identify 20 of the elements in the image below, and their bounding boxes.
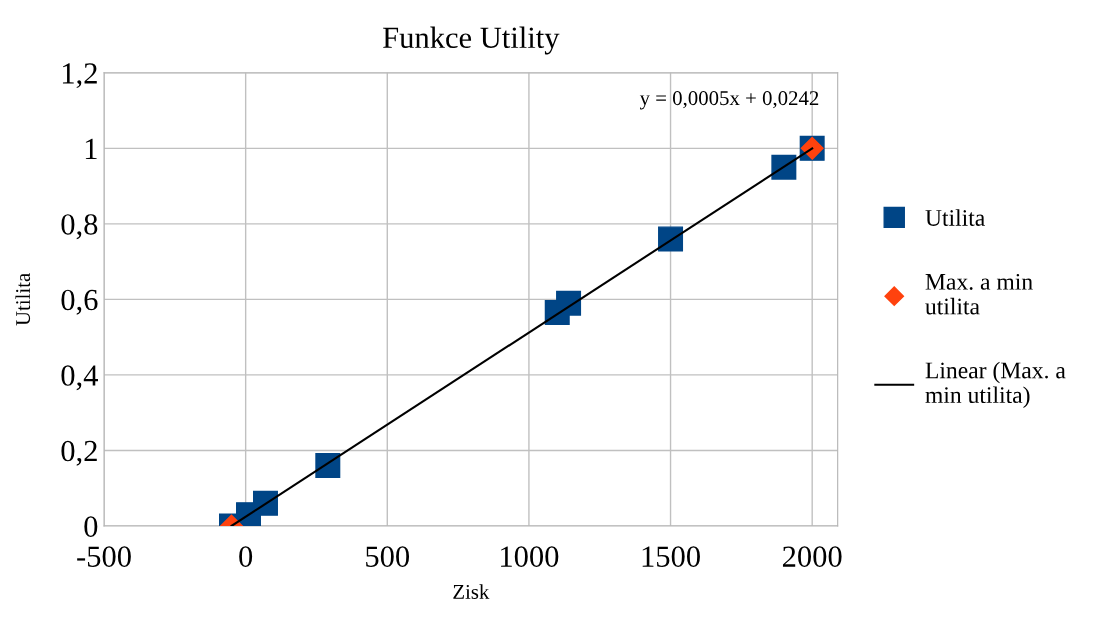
x-tick-label: 0 (239, 546, 253, 567)
y-tick-label: 0,2 (61, 440, 97, 466)
y-axis-title: Utilita (15, 273, 31, 326)
legend-label: Utilita (925, 209, 985, 226)
x-tick-label: 1000 (501, 546, 559, 567)
legend-label: Linear (Max. a min utilita) (925, 361, 1066, 408)
y-tick-label: 0,6 (61, 289, 98, 315)
x-tick-label: 2000 (782, 546, 842, 567)
y-tick-label: 1 (85, 138, 97, 159)
x-tick-label: 500 (366, 546, 410, 567)
y-tick-label: 0,8 (61, 214, 98, 240)
chart-title: Funkce Utility (383, 26, 560, 55)
y-tick-label: 1,2 (62, 63, 97, 89)
x-axis-title: Zisk (453, 584, 490, 599)
y-tick-label: 0,4 (61, 365, 98, 391)
y-tick-label: 0 (84, 516, 98, 537)
x-tick-label: 1500 (642, 546, 700, 567)
legend-label: Max. a min utilita (925, 273, 1033, 315)
annotation: y = 0,0005x + 0,0242 (639, 91, 819, 110)
x-tick-label: -500 (77, 546, 131, 567)
